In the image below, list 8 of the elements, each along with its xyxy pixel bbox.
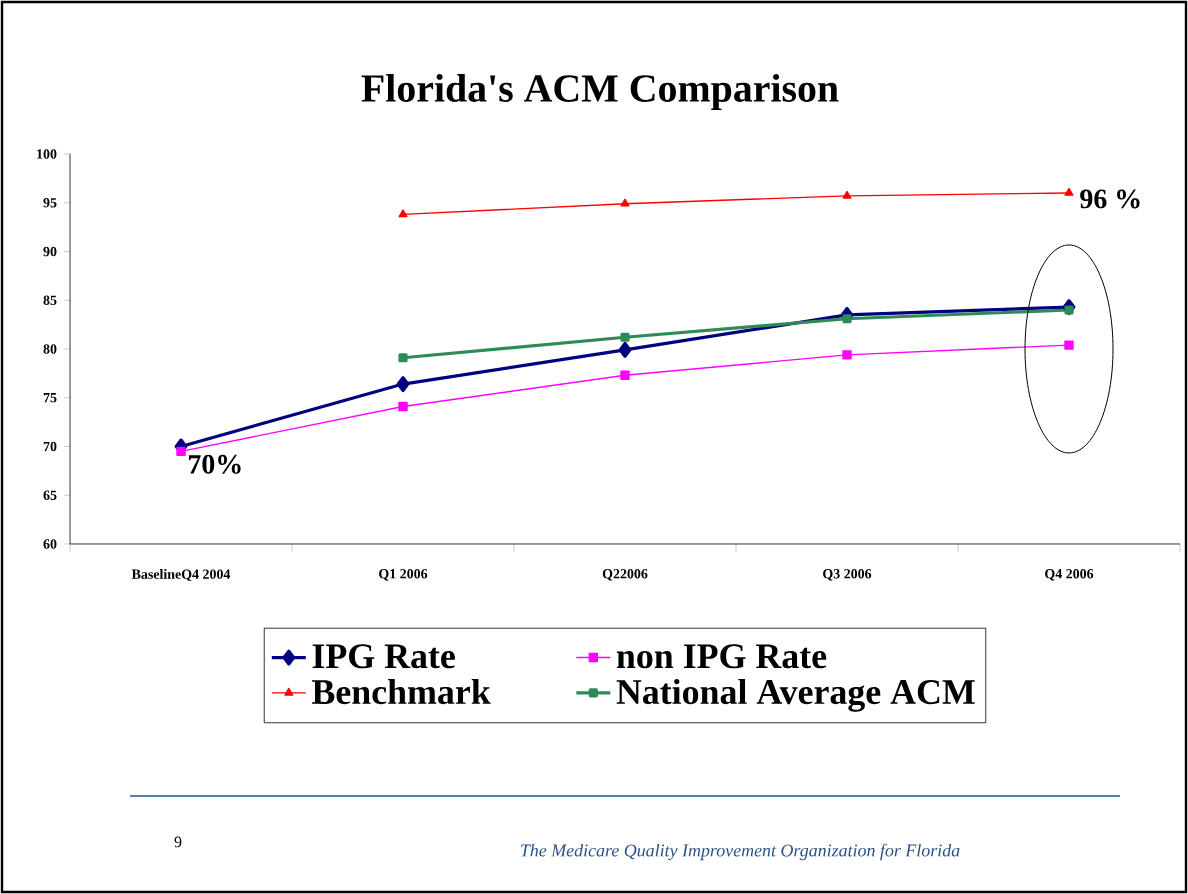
annotation: 70% bbox=[189, 454, 241, 474]
legend-label: National Average ACM bbox=[616, 678, 975, 712]
annotation: 96 % bbox=[1080, 189, 1140, 209]
legend-label: non IPG Rate bbox=[616, 644, 827, 669]
chart-title: Florida's ACM Comparison bbox=[361, 73, 839, 111]
text: The Medicare Quality Improvement Organization for Florida bbox=[521, 843, 960, 861]
legend-label: Benchmark bbox=[312, 678, 491, 705]
legend-label: IPG Rate bbox=[312, 644, 455, 669]
